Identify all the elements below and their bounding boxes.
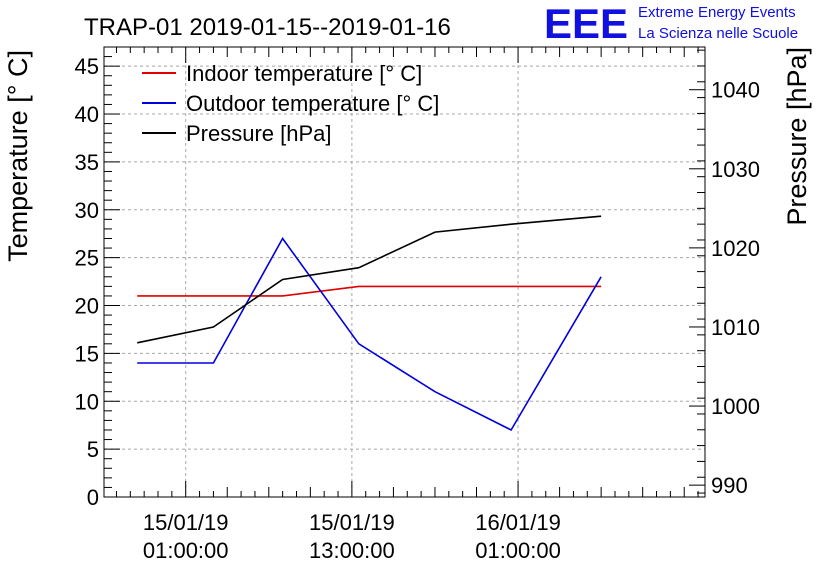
- legend-label-0: Indoor temperature [° C]: [186, 61, 422, 86]
- y-axis-left-label: Temperature [° C]: [3, 50, 33, 262]
- x-tick-label-date: 16/01/19: [475, 510, 561, 535]
- y-left-tick-label: 15: [75, 341, 99, 366]
- y-left-tick-label: 30: [75, 198, 99, 223]
- x-tick-label-time: 01:00:00: [143, 538, 229, 563]
- eee-logo: EEE Extreme Energy Events La Scienza nel…: [544, 0, 798, 47]
- axes: 0 5 10 15 20 25 30 35 40 45 990 1000 1010 1020 1030 104…: [75, 46, 760, 563]
- x-tick-label-time: 01:00:00: [475, 538, 561, 563]
- series-lines: [137, 215, 602, 432]
- chart-title: TRAP-01 2019-01-15--2019-01-16: [84, 14, 451, 41]
- y-left-tick-label: 40: [75, 102, 99, 127]
- y-left-tick-label: 25: [75, 246, 99, 271]
- grid: [104, 47, 705, 497]
- y-axis-right-label: Pressure [hPa]: [782, 47, 812, 226]
- y-left-tick-label: 35: [75, 150, 99, 175]
- x-tick-label-date: 15/01/19: [309, 510, 395, 535]
- legend-label-2: Pressure [hPa]: [186, 121, 332, 146]
- y-left-tick-label: 45: [75, 54, 99, 79]
- legend-label-1: Outdoor temperature [° C]: [186, 91, 439, 116]
- eee-logo-line2: La Scienza nelle Scuole: [638, 25, 798, 42]
- y-right-tick-label: 990: [711, 473, 748, 498]
- eee-logo-mark: EEE: [544, 0, 628, 47]
- y-left-tick-label: 20: [75, 294, 99, 319]
- series-line-2: [137, 215, 602, 344]
- y-right-tick-label: 1040: [711, 78, 760, 103]
- series-line-1: [137, 237, 602, 432]
- y-left-tick-label: 0: [87, 485, 99, 510]
- legend: Indoor temperature [° C] Outdoor temperat…: [142, 61, 439, 146]
- y-left-tick-label: 10: [75, 389, 99, 414]
- y-right-tick-label: 1030: [711, 157, 760, 182]
- y-right-tick-label: 1020: [711, 236, 760, 261]
- y-right-tick-label: 1010: [711, 315, 760, 340]
- eee-logo-line1: Extreme Energy Events: [638, 4, 796, 21]
- x-tick-label-time: 13:00:00: [309, 538, 395, 563]
- y-left-tick-label: 5: [87, 437, 99, 462]
- x-tick-label-date: 15/01/19: [143, 510, 229, 535]
- y-right-tick-label: 1000: [711, 394, 760, 419]
- series-line-0: [137, 285, 602, 297]
